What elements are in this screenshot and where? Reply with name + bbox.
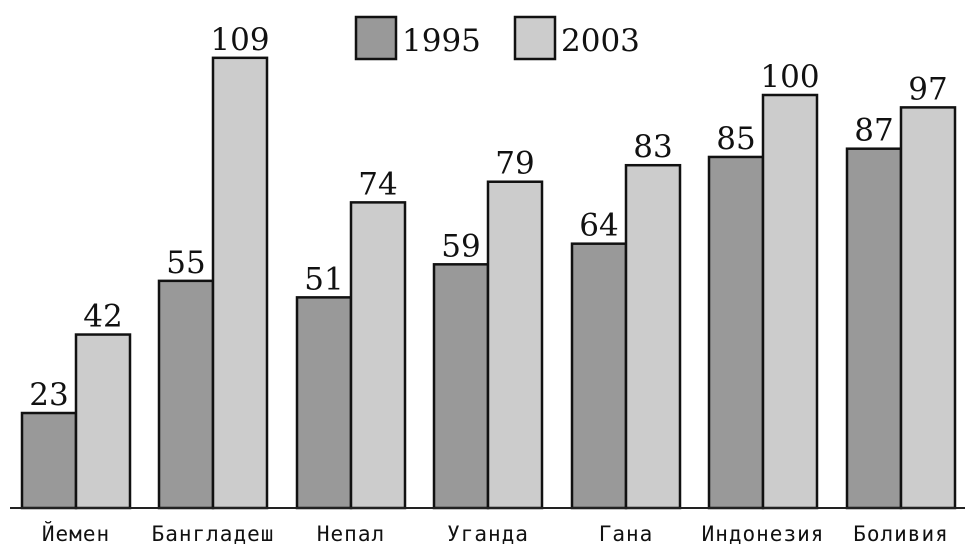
value-label-2003-1: 42 xyxy=(83,299,122,335)
bars-group xyxy=(20,56,957,510)
value-label-2003-4: 79 xyxy=(495,146,534,182)
value-label-2003-2: 109 xyxy=(210,22,269,58)
category-label-2: Бангладеш xyxy=(152,522,275,546)
value-label-2003-6: 100 xyxy=(760,59,819,95)
category-labels-group: Йемен Бангладеш Непал Уганда Гана Индонезия Бо… xyxy=(42,521,949,546)
bar-1995-4 xyxy=(432,263,490,510)
value-label-1995-2: 55 xyxy=(166,245,205,281)
bar-2003-4 xyxy=(486,180,544,510)
category-label-1: Йемен xyxy=(42,521,110,546)
category-label-4: Уганда xyxy=(447,522,529,546)
bar-1995-1 xyxy=(20,411,78,510)
value-label-1995-4: 59 xyxy=(441,228,480,264)
category-label-3: Непал xyxy=(317,522,385,546)
legend-swatch-2003 xyxy=(513,15,557,61)
bar-1995-7 xyxy=(845,147,903,510)
legend-swatch-1995 xyxy=(354,15,398,61)
value-label-1995-3: 51 xyxy=(304,261,343,297)
value-label-1995-6: 85 xyxy=(716,121,755,157)
legend-label-2003: 2003 xyxy=(561,23,640,59)
bar-2003-1 xyxy=(74,333,132,510)
bar-2003-6 xyxy=(761,93,819,510)
value-label-2003-5: 83 xyxy=(633,129,672,165)
category-label-6: Индонезия xyxy=(702,522,825,546)
bar-1995-6 xyxy=(707,155,765,510)
bar-2003-2 xyxy=(211,56,269,510)
legend: 1995 2003 xyxy=(354,15,640,61)
bar-2003-7 xyxy=(899,106,957,510)
value-label-2003-3: 74 xyxy=(358,166,397,202)
bar-1995-2 xyxy=(157,279,215,510)
category-label-7: Боливия xyxy=(853,522,949,546)
value-label-1995-7: 87 xyxy=(854,113,893,149)
bar-1995-3 xyxy=(295,296,353,510)
value-label-1995-1: 23 xyxy=(29,377,68,413)
bar-2003-5 xyxy=(624,163,682,510)
bar-2003-3 xyxy=(349,201,407,510)
value-label-1995-5: 64 xyxy=(579,208,618,244)
legend-label-1995: 1995 xyxy=(402,23,481,59)
bar-1995-5 xyxy=(570,242,628,510)
category-label-5: Гана xyxy=(599,522,654,546)
value-label-2003-7: 97 xyxy=(908,71,947,107)
